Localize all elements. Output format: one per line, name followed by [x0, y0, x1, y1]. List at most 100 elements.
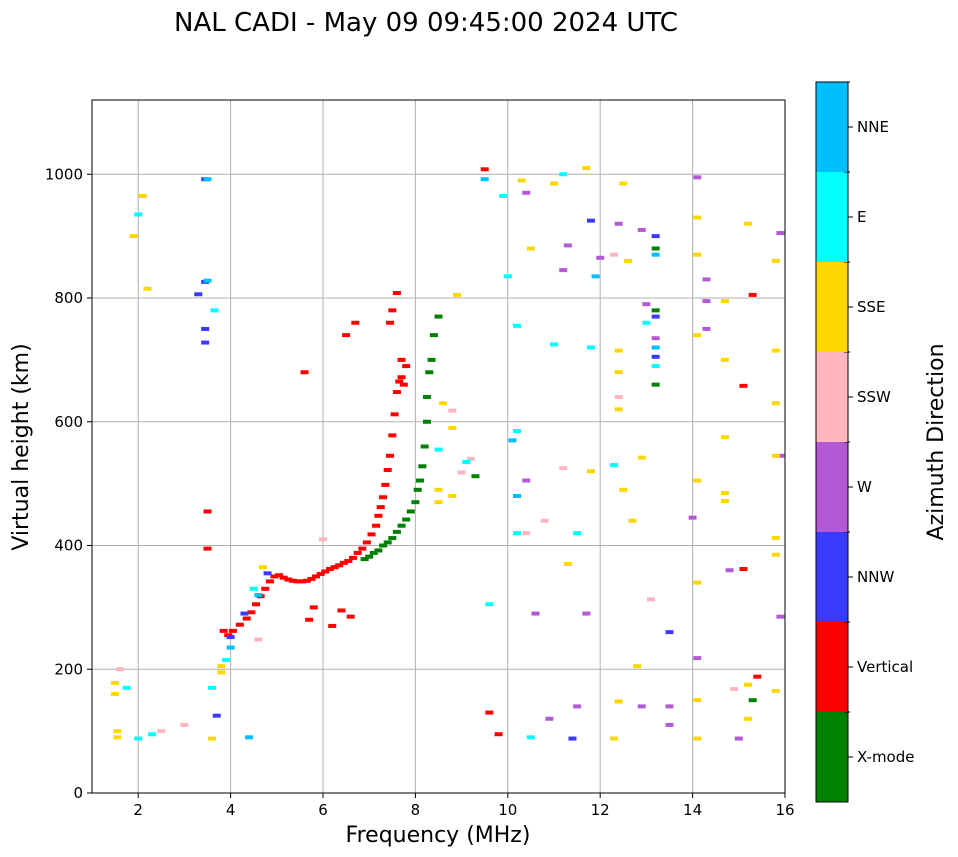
data-point	[374, 548, 383, 553]
data-point	[422, 395, 431, 399]
data-point	[614, 221, 623, 226]
data-point	[226, 645, 235, 650]
data-point	[651, 252, 660, 257]
data-point	[349, 555, 358, 560]
data-point	[448, 494, 457, 498]
data-point	[395, 379, 404, 384]
colorbar-category-label: SSE	[857, 298, 886, 316]
data-point	[122, 685, 131, 690]
data-point	[392, 291, 401, 296]
x-tick-label: 8	[411, 801, 421, 819]
data-point	[383, 540, 392, 545]
data-point	[138, 193, 147, 198]
y-tick-label: 200	[54, 660, 83, 678]
data-point	[194, 292, 203, 297]
data-point	[134, 212, 143, 217]
data-points	[111, 166, 785, 741]
data-point	[457, 470, 466, 475]
data-point	[720, 435, 729, 440]
colorbar-swatch	[816, 622, 848, 712]
data-point	[217, 664, 226, 669]
data-point	[210, 308, 219, 313]
data-point	[744, 682, 753, 687]
data-point	[522, 190, 531, 195]
data-point	[508, 438, 517, 443]
data-point	[129, 234, 138, 239]
data-point	[217, 670, 226, 675]
data-point	[369, 550, 378, 555]
data-point	[582, 611, 591, 616]
data-point	[148, 732, 157, 737]
data-point	[776, 453, 785, 458]
data-point	[307, 576, 316, 581]
data-point	[702, 277, 711, 282]
data-point	[201, 340, 210, 345]
data-point	[693, 736, 702, 741]
data-point	[771, 258, 780, 263]
series-e	[122, 172, 660, 741]
data-point	[771, 536, 780, 541]
data-point	[651, 308, 660, 313]
data-point	[545, 716, 554, 721]
data-point	[693, 215, 702, 220]
colorbar-swatch	[816, 172, 848, 262]
colorbar-swatch	[816, 352, 848, 442]
data-point	[744, 221, 753, 226]
data-point	[448, 425, 457, 430]
data-point	[397, 375, 406, 380]
data-point	[427, 357, 436, 362]
data-point	[610, 736, 619, 741]
data-point	[693, 175, 702, 180]
data-point	[113, 729, 122, 734]
data-point	[284, 577, 293, 582]
data-point	[346, 614, 355, 619]
data-point	[651, 382, 660, 387]
data-point	[208, 685, 217, 690]
series-ssw	[115, 252, 739, 734]
data-point	[265, 579, 274, 584]
x-tick-label: 12	[591, 801, 610, 819]
data-point	[582, 166, 591, 171]
data-point	[344, 558, 353, 563]
data-point	[776, 231, 785, 236]
data-point	[180, 722, 189, 727]
data-point	[513, 494, 522, 498]
data-point	[203, 509, 212, 514]
data-point	[771, 453, 780, 458]
y-tick-label: 0	[73, 784, 83, 802]
data-point	[351, 320, 360, 325]
colorbar-swatch	[816, 442, 848, 532]
data-point	[208, 736, 217, 741]
colorbar-swatch	[816, 532, 848, 622]
data-point	[157, 729, 166, 734]
colorbar-category-label: E	[857, 208, 866, 226]
data-point	[739, 567, 748, 572]
data-point	[413, 487, 422, 492]
data-point	[725, 568, 734, 573]
data-point	[390, 412, 399, 417]
x-tick-label: 10	[498, 801, 517, 819]
data-point	[418, 464, 427, 469]
data-point	[499, 193, 508, 198]
colorbar-swatch	[816, 712, 848, 802]
data-point	[362, 540, 371, 545]
data-point	[203, 278, 212, 283]
data-point	[353, 550, 362, 555]
data-point	[434, 447, 443, 452]
colorbar-category-label: W	[857, 478, 872, 496]
data-point	[279, 575, 288, 580]
data-point	[748, 292, 757, 297]
data-point	[720, 357, 729, 362]
data-point	[610, 463, 619, 468]
data-point	[771, 688, 780, 693]
series-nnw	[194, 177, 674, 741]
data-point	[702, 299, 711, 304]
data-point	[637, 227, 646, 232]
data-point	[651, 364, 660, 369]
data-point	[540, 518, 549, 523]
data-point	[720, 498, 729, 503]
data-point	[242, 616, 251, 621]
data-point	[693, 333, 702, 338]
data-point	[316, 571, 325, 576]
y-tick-label: 800	[54, 289, 83, 307]
